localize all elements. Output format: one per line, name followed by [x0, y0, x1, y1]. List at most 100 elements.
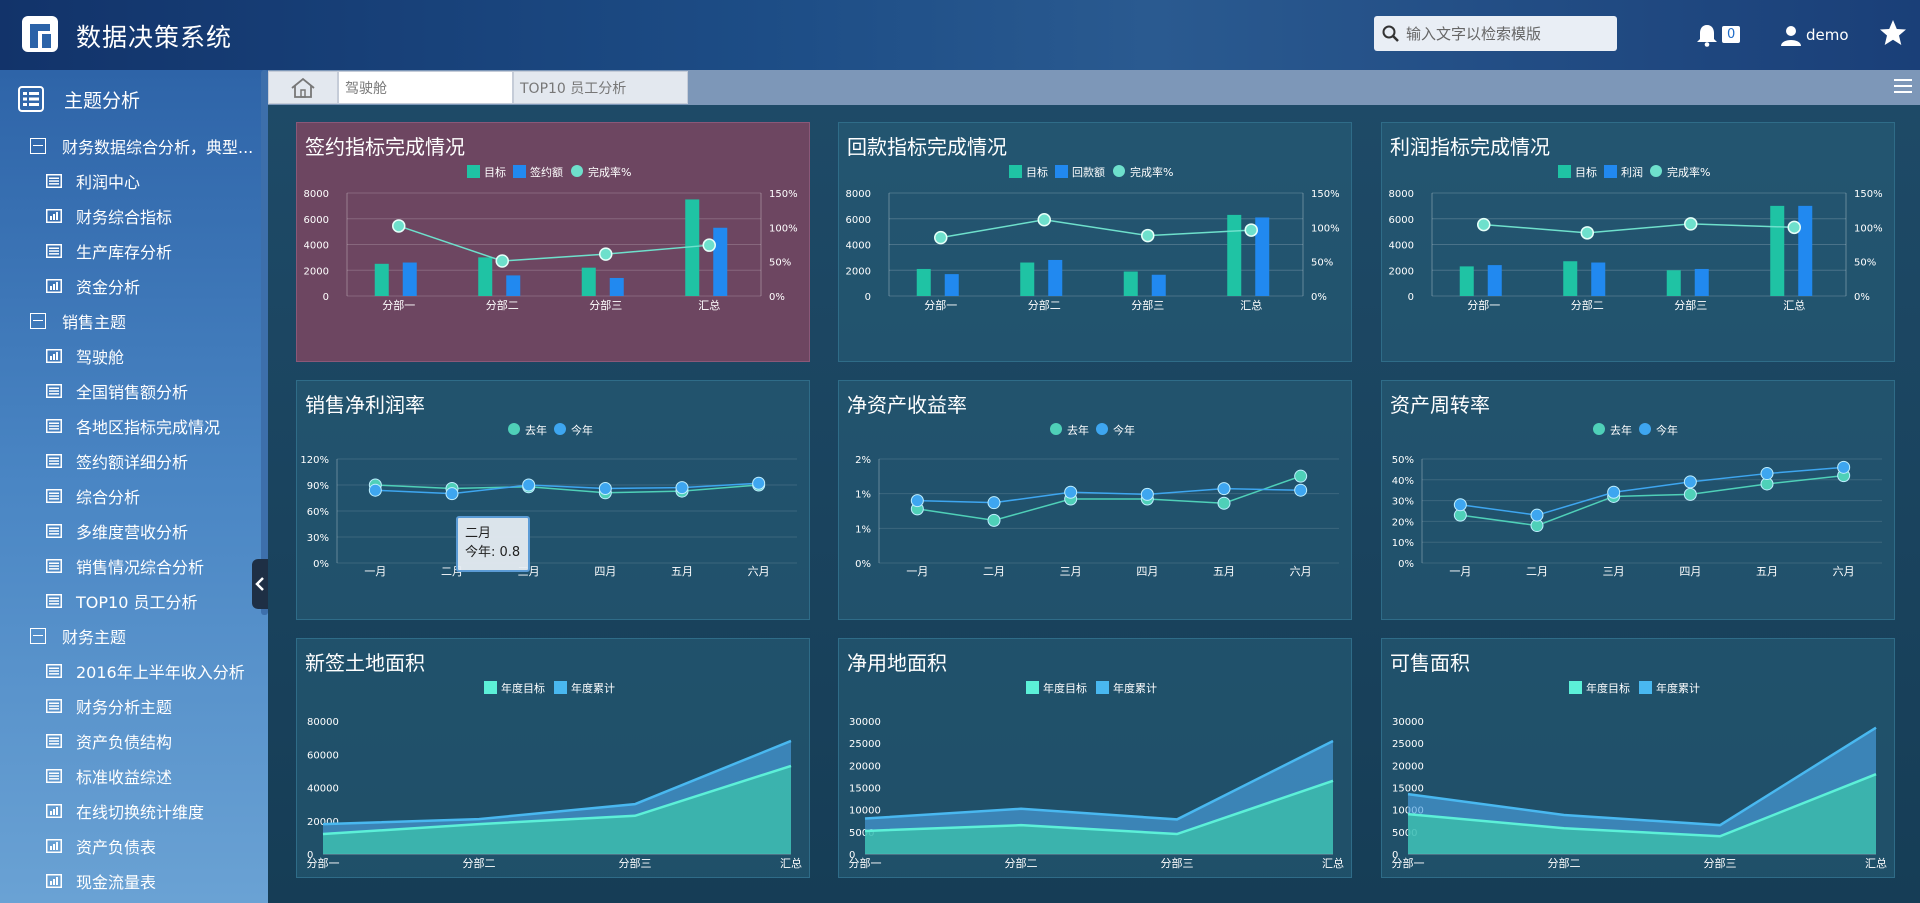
notification-badge[interactable]: 0	[1722, 26, 1741, 43]
chart-title: 新签土地面积	[305, 651, 425, 675]
rate-line	[398, 225, 710, 262]
x-tick-label: 分部三	[1131, 298, 1164, 312]
sidebar-item[interactable]: 销售情况综合分析	[0, 548, 268, 583]
bar-target	[1227, 214, 1242, 296]
chart-legend: 年度目标 年度累计	[1026, 681, 1157, 695]
sidebar-item[interactable]: 现金流量表	[0, 863, 268, 898]
sidebar-item[interactable]: 各地区指标完成情况	[0, 408, 268, 443]
sidebar-item[interactable]: 资产负债结构	[0, 723, 268, 758]
search-input[interactable]	[1406, 24, 1606, 43]
legend-label: 完成率%	[1130, 165, 1173, 179]
collapse-minus-icon[interactable]	[30, 312, 46, 329]
bar-actual	[1151, 274, 1166, 296]
bar-target	[1123, 271, 1138, 296]
legend-marker	[508, 423, 520, 435]
app-logo-icon	[22, 16, 58, 52]
chart-legend: 去年 今年	[508, 423, 593, 437]
sidebar-item[interactable]: 财务综合指标	[0, 198, 268, 233]
chart-legend: 年度目标 年度累计	[1569, 681, 1700, 695]
sidebar: 主题分析 财务数据综合分析，典型... 利润中心 财务综合指标 生产库存分析 资金分析销…	[0, 70, 268, 903]
y-tick-label: 15000	[849, 784, 881, 795]
rate-point	[1141, 228, 1155, 243]
tab-top10[interactable]: TOP10 员工分析	[513, 71, 688, 104]
y-tick-label: 90%	[307, 481, 329, 492]
bell-icon[interactable]	[1694, 22, 1720, 48]
x-tick-label: 二月	[983, 565, 1005, 578]
sidebar-group[interactable]: 财务主题	[0, 618, 268, 653]
x-tick-label: 分部一	[382, 298, 415, 312]
series-point	[1837, 460, 1851, 474]
sidebar-item[interactable]: 财务分析主题	[0, 688, 268, 723]
user-menu[interactable]: demo	[1780, 24, 1849, 46]
tab-dashboard[interactable]: 驾驶舱	[338, 71, 513, 104]
sidebar-item[interactable]: TOP10 员工分析	[0, 583, 268, 618]
sidebar-item[interactable]: 2016年上半年收入分析	[0, 653, 268, 688]
y-tick-label: 5000	[849, 828, 874, 839]
sidebar-item[interactable]: 生产库存分析	[0, 233, 268, 268]
chart-title: 利润指标完成情况	[1390, 135, 1550, 159]
rate-line	[940, 219, 1252, 239]
legend-marker	[1096, 681, 1109, 694]
rate-point	[1580, 226, 1594, 240]
x-tick-label: 分部一	[849, 856, 882, 870]
chart-panel-saleable-area: 可售面积 年度目标 年度累计 30000 25000 20000 15000 10000 50…	[1381, 638, 1895, 878]
series-point	[1217, 496, 1231, 510]
bar-target	[478, 257, 493, 296]
legend-label: 年度目标	[1586, 681, 1630, 695]
sidebar-item-label: 多维度营收分析	[76, 522, 189, 542]
collapse-minus-icon[interactable]	[30, 137, 46, 154]
sidebar-item[interactable]: 利润中心	[0, 163, 268, 198]
series-point	[1683, 487, 1697, 501]
star-icon[interactable]	[1878, 18, 1908, 48]
sidebar-item[interactable]: 资产负债表	[0, 828, 268, 863]
bar-chart-icon	[46, 873, 62, 888]
sidebar-item[interactable]: 综合分析	[0, 478, 268, 513]
y-tick-label: 6000	[304, 215, 329, 226]
x-tick-label: 四月	[1679, 565, 1701, 578]
y-tick-label: 1%	[855, 490, 871, 501]
table-icon	[46, 698, 62, 713]
sidebar-item[interactable]: 在线切换统计维度	[0, 793, 268, 828]
chart-panel-net-land: 净用地面积 年度目标 年度累计 30000 25000 20000 15000 10000 5…	[838, 638, 1352, 878]
legend-marker	[1604, 165, 1617, 178]
x-tick-label: 分部二	[1005, 856, 1038, 870]
table-icon	[46, 383, 62, 398]
legend-label: 年度目标	[501, 681, 545, 695]
sidebar-scrollbar[interactable]	[261, 70, 268, 615]
sidebar-item[interactable]: 驾驶舱	[0, 338, 268, 373]
legend-label: 去年	[1610, 423, 1632, 437]
series-point	[1217, 482, 1231, 496]
search-box[interactable]	[1374, 16, 1617, 51]
x-tick-label: 分部三	[1674, 298, 1707, 312]
menu-icon[interactable]	[1894, 78, 1912, 94]
chart-panel-profit: 利润指标完成情况 目标 利润 完成率% 8000 6000 4000 2000 0 150% 10…	[1381, 122, 1895, 362]
chevron-left-icon	[255, 577, 264, 591]
topic-list-icon	[18, 86, 44, 112]
sidebar-item[interactable]: 标准收益综述	[0, 758, 268, 793]
legend-marker	[1569, 681, 1582, 694]
bar-actual	[1048, 259, 1063, 296]
legend-label: 目标	[484, 165, 506, 179]
area-chart: 年度目标 年度累计300002500020000150001000050000分部…	[849, 681, 1344, 870]
y-tick-label: 8000	[846, 189, 871, 200]
tab-home[interactable]	[268, 71, 338, 104]
sidebar-heading[interactable]: 主题分析	[0, 70, 268, 128]
legend-marker	[1055, 165, 1068, 178]
collapse-minus-icon[interactable]	[30, 627, 46, 644]
y-tick-label: 6000	[1389, 215, 1414, 226]
tab-bar: 驾驶舱 TOP10 员工分析	[268, 70, 1920, 105]
y-tick-label: 30000	[849, 717, 881, 728]
sidebar-group[interactable]: 销售主题	[0, 303, 268, 338]
sidebar-item[interactable]: 全国销售额分析	[0, 373, 268, 408]
bar-chart-icon	[46, 803, 62, 818]
sidebar-item[interactable]: 多维度营收分析	[0, 513, 268, 548]
sidebar-item[interactable]: 签约额详细分析	[0, 443, 268, 478]
sidebar-item[interactable]: 资金分析	[0, 268, 268, 303]
chart-legend: 去年 今年	[1050, 423, 1135, 437]
y2-tick-label: 50%	[1854, 258, 1876, 269]
sidebar-collapse-button[interactable]	[252, 559, 268, 609]
y-tick-label: 20%	[1392, 517, 1414, 528]
y2-tick-label: 150%	[1854, 189, 1883, 200]
sidebar-group[interactable]: 财务数据综合分析，典型...	[0, 128, 268, 163]
